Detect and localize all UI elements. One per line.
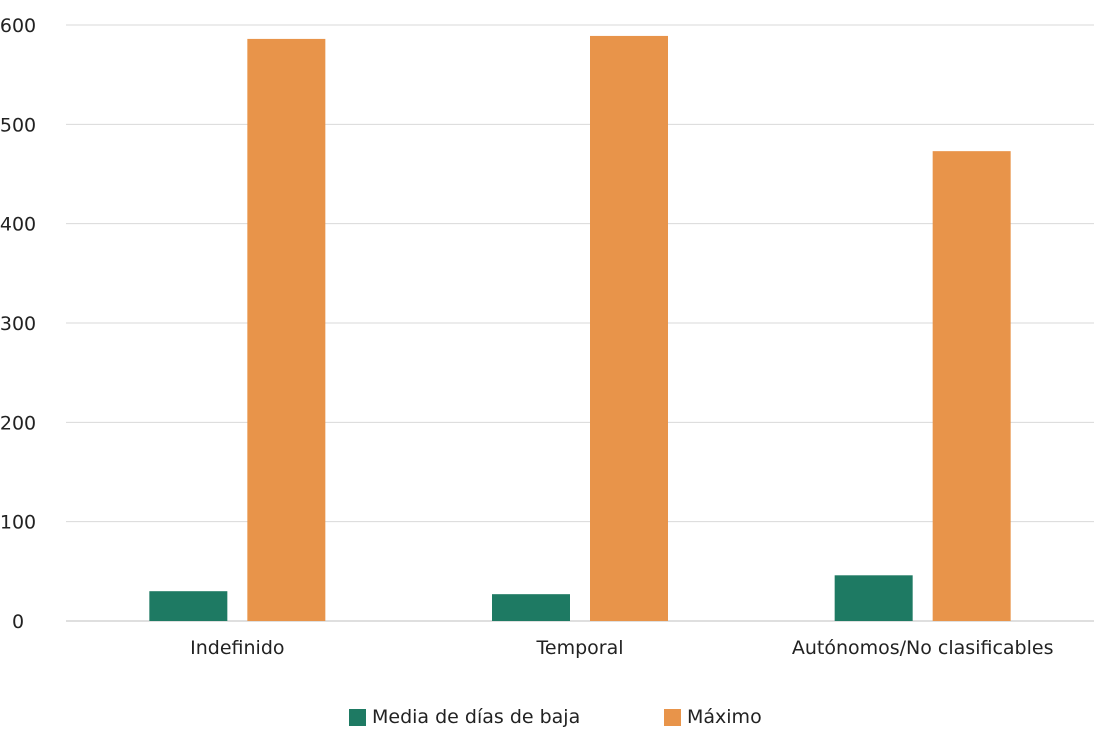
legend-item-media: Media de días de baja xyxy=(349,706,580,728)
y-tick-label: 0 xyxy=(12,611,24,633)
bar-media-0 xyxy=(149,591,228,621)
bar-maximo-2 xyxy=(932,151,1011,622)
legend: Media de días de baja Máximo xyxy=(0,706,1094,730)
bar-maximo-0 xyxy=(247,38,326,621)
legend-swatch-maximo xyxy=(664,708,681,726)
y-tick-label: 300 xyxy=(0,313,36,335)
x-axis: Indefinido Temporal Autónomos/No clasifica… xyxy=(190,637,1053,659)
legend-label-media: Media de días de baja xyxy=(372,706,581,728)
y-tick-label: 400 xyxy=(0,214,36,236)
bar-media-2 xyxy=(834,575,913,621)
y-axis: 0 100 200 300 400 500 600 xyxy=(0,15,36,633)
gridlines xyxy=(66,24,1094,622)
bar-chart: 0 100 200 300 400 500 600 Indefinido Temporal Au… xyxy=(0,15,1094,659)
legend-swatch-media xyxy=(349,708,366,726)
bar-maximo-1 xyxy=(590,35,668,622)
bars xyxy=(149,35,1011,622)
y-tick-label: 500 xyxy=(0,114,36,136)
x-tick-label: Autónomos/No clasificables xyxy=(792,637,1054,659)
y-tick-label: 600 xyxy=(0,15,36,37)
x-tick-label: Indefinido xyxy=(190,637,284,659)
legend-label-maximo: Máximo xyxy=(687,706,762,728)
legend-item-maximo: Máximo xyxy=(664,706,762,728)
x-tick-label: Temporal xyxy=(536,637,624,659)
y-tick-label: 100 xyxy=(0,512,36,534)
y-tick-label: 200 xyxy=(0,412,36,434)
bar-media-1 xyxy=(492,594,570,621)
